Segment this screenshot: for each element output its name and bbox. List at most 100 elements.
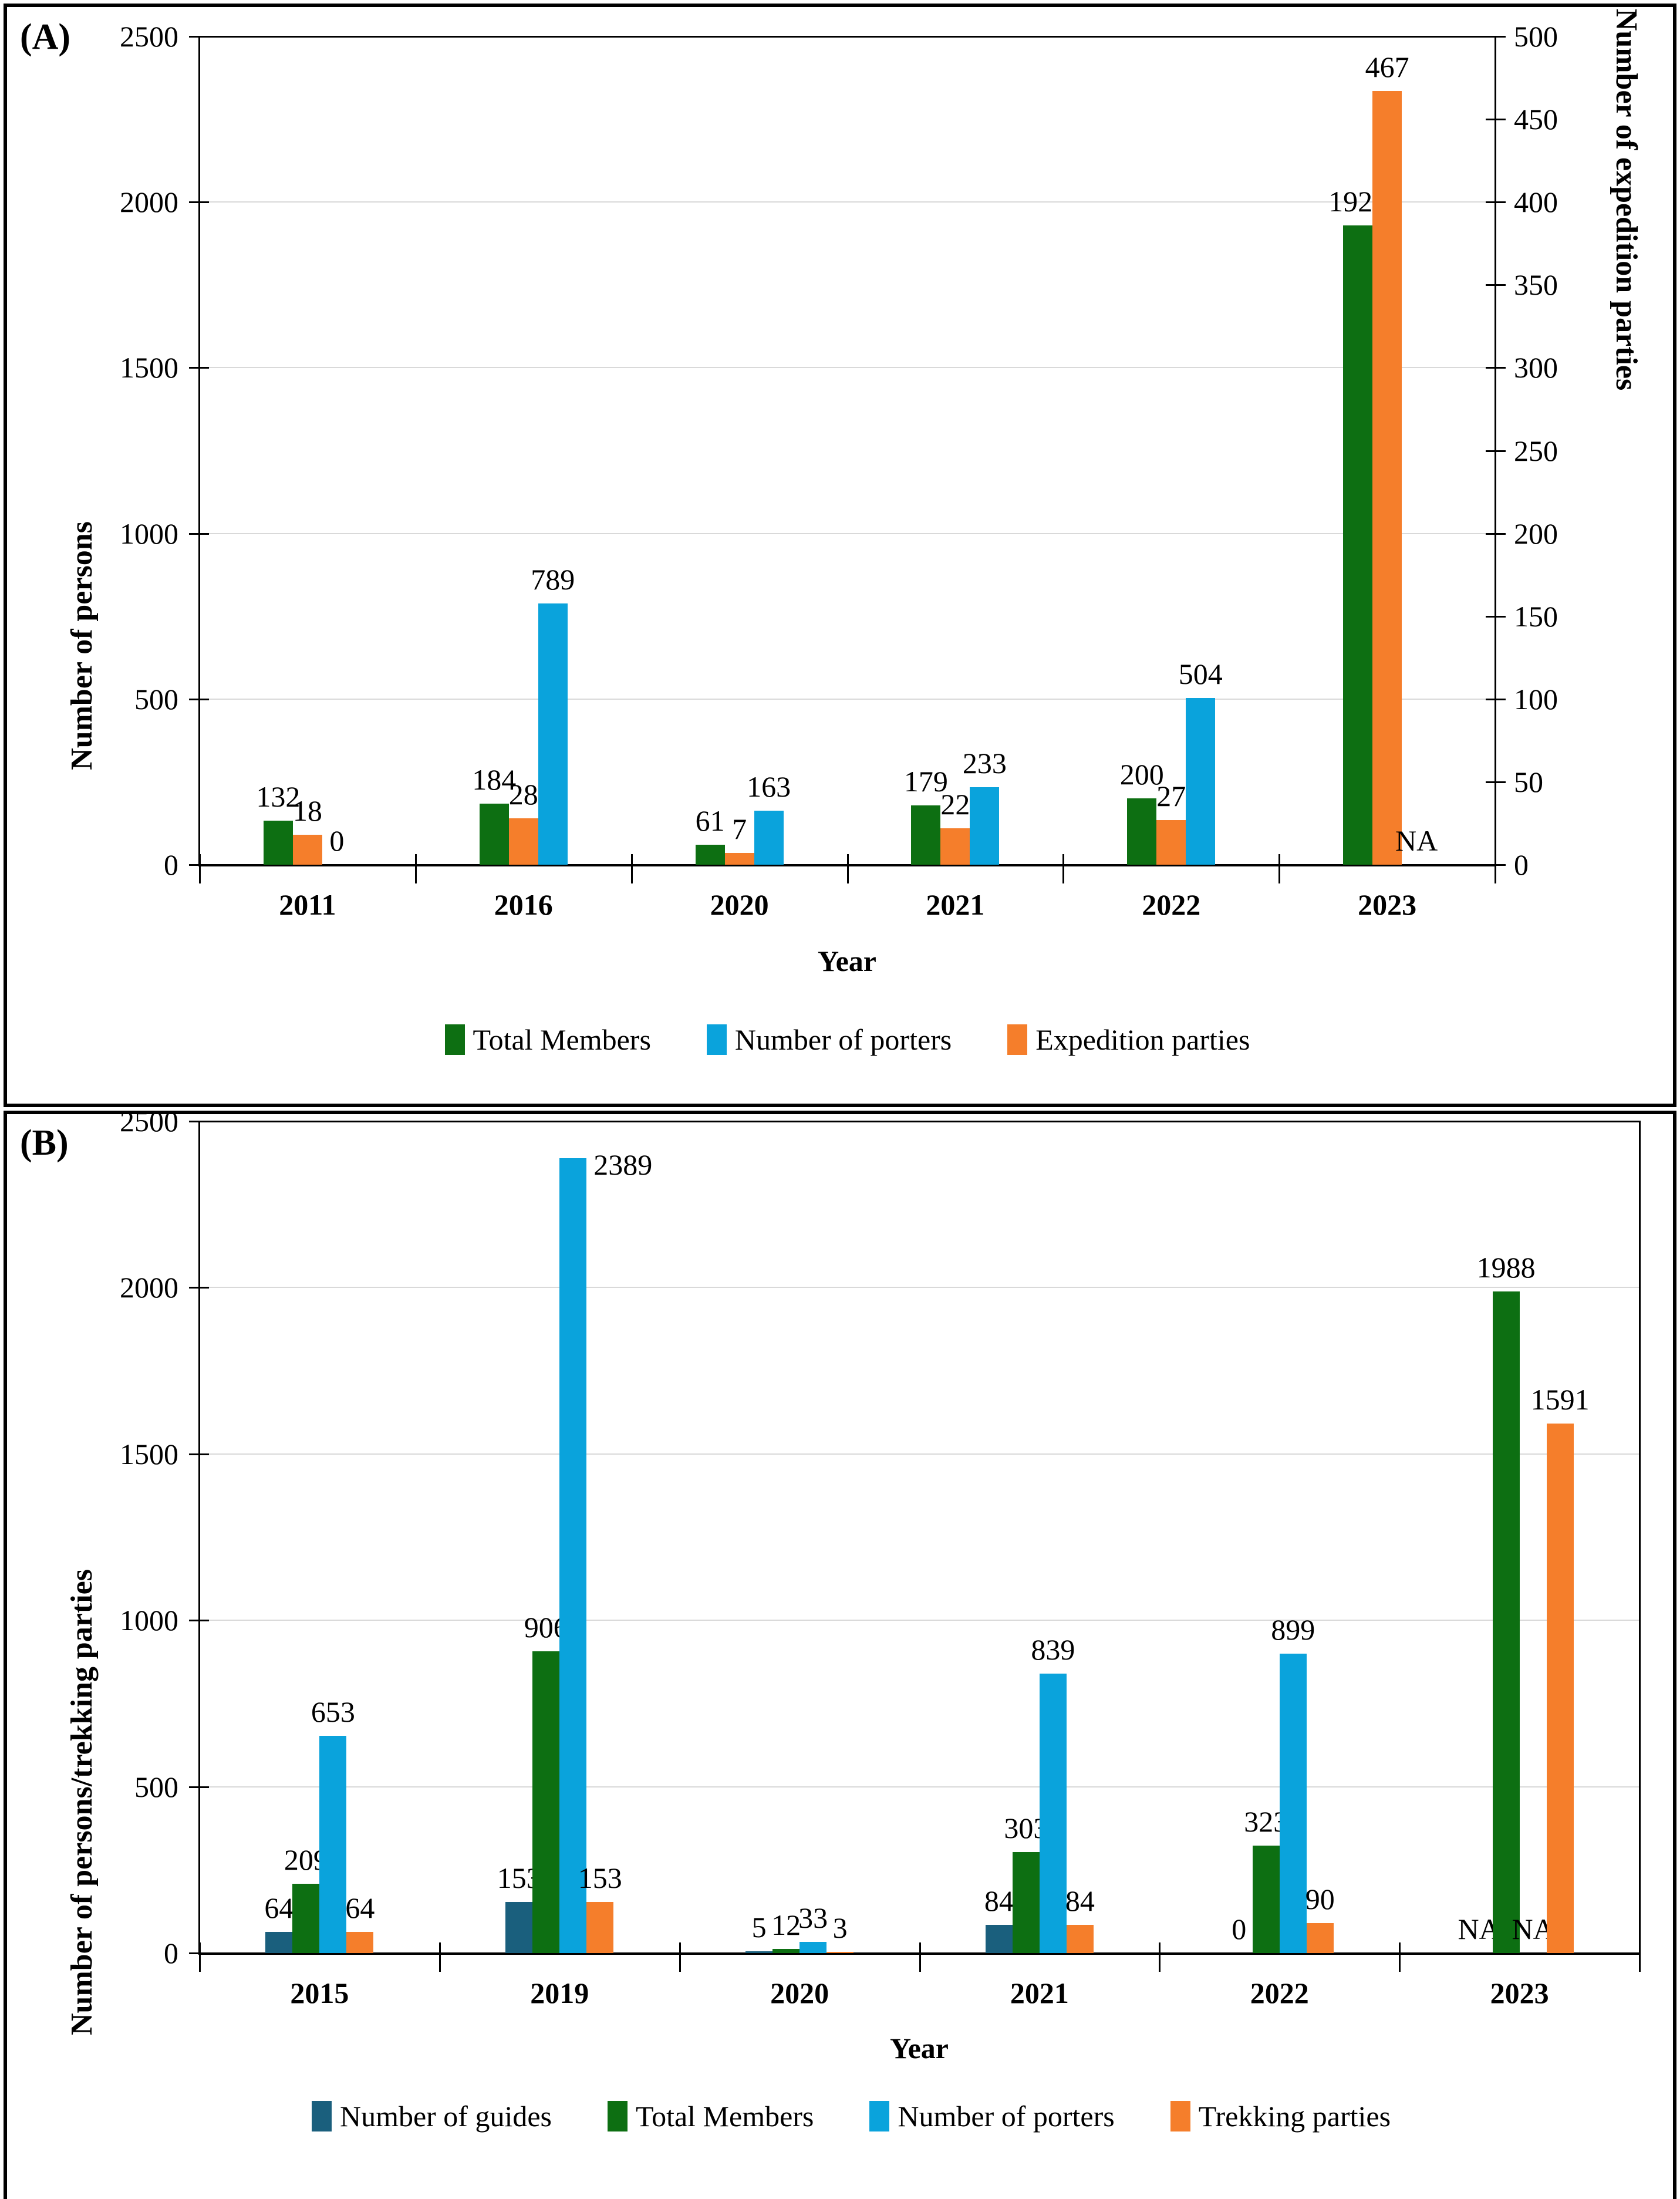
bar-label: 899 [1271, 1613, 1315, 1647]
bar-label: 179 [903, 764, 948, 798]
bar [1252, 1845, 1280, 1953]
y-right-tick-label: 100 [1514, 682, 1558, 716]
y-right-tick-label: 150 [1514, 599, 1558, 633]
legend-swatch [706, 1024, 727, 1055]
bar [559, 1158, 587, 1953]
y-tick-label: 2000 [120, 186, 178, 219]
y-right-tick-label: 250 [1514, 434, 1558, 467]
y-right-tick-mark [1486, 367, 1506, 369]
y-right-tick-label: 200 [1514, 517, 1558, 550]
legend-label: Expedition parties [1035, 1023, 1250, 1056]
x-category-label: 2021 [1010, 1977, 1069, 2009]
bar-label: 84 [984, 1884, 1014, 1918]
y-tick-mark [189, 201, 209, 204]
bar-label: 90 [1305, 1882, 1335, 1915]
y-tick-label: 1000 [120, 1604, 178, 1637]
y-axis-spine [198, 36, 200, 866]
y-tick-mark [189, 367, 209, 369]
gridline [200, 1453, 1639, 1455]
bar-label: 504 [1178, 657, 1223, 690]
y-tick-label: 0 [164, 1937, 178, 1969]
bar [826, 1952, 854, 1953]
legend-item: Total Members [444, 1023, 651, 1057]
y-right-tick-mark [1486, 284, 1506, 286]
y-right-tick-mark [1486, 119, 1506, 121]
panel-a-y-left-title: Number of persons [65, 521, 99, 770]
bar [754, 811, 784, 865]
legend-label: Number of guides [339, 2100, 552, 2133]
x-tick-mark [846, 854, 849, 883]
legend-label: Total Members [473, 1023, 651, 1056]
bar [1066, 1925, 1094, 1953]
y-right-tick-mark [1486, 698, 1506, 700]
legend-swatch [444, 1024, 465, 1055]
legend-label: Number of porters [898, 2100, 1115, 2133]
x-tick-mark [1495, 854, 1496, 883]
y-axis-spine [198, 1121, 200, 1955]
bar-label: 163 [747, 770, 791, 803]
legend-item: Number of porters [869, 2099, 1115, 2133]
bar [1039, 1674, 1067, 1953]
y-right-tick-label: 0 [1514, 848, 1529, 881]
plot-top-border [198, 36, 1496, 38]
bar-label: 7 [732, 812, 747, 846]
y-right-tick-label: 300 [1514, 351, 1558, 385]
bar [911, 805, 941, 865]
y-tick-label: 2500 [120, 1105, 178, 1138]
x-category-label: 2019 [530, 1977, 589, 2009]
y-right-tick-label: 50 [1514, 765, 1543, 798]
bar [479, 804, 509, 865]
bar-label: 1988 [1476, 1251, 1536, 1284]
bar-label: 22 [940, 787, 970, 821]
panel-a-frame [4, 4, 1676, 1107]
y-tick-label: 2500 [120, 20, 178, 53]
panel-b-label: (B) [20, 1123, 69, 1163]
bar-label: 839 [1031, 1633, 1075, 1667]
legend-label: Trekking parties [1198, 2100, 1391, 2133]
bar-label: NA [1395, 824, 1438, 857]
y-right-tick-mark [1486, 36, 1506, 38]
bar-label: 64 [345, 1891, 375, 1924]
bar [1127, 798, 1157, 865]
y-right-tick-mark [1486, 781, 1506, 783]
bar-label: 33 [798, 1901, 828, 1935]
bar [1012, 1852, 1040, 1953]
y-tick-label: 500 [134, 1770, 178, 1803]
y-tick-mark [189, 698, 209, 700]
x-category-label: 2020 [710, 888, 769, 921]
x-tick-mark [679, 1942, 681, 1972]
y-right-tick-mark [1486, 532, 1506, 535]
x-tick-mark [919, 1942, 921, 1972]
bar [292, 835, 322, 865]
y-right-tick-mark [1486, 615, 1506, 618]
bar-label: 28 [508, 777, 538, 811]
bar [586, 1902, 614, 1953]
bar-label: 3 [832, 1911, 848, 1945]
legend-label: Number of porters [734, 1023, 952, 1056]
y-tick-label: 1500 [120, 351, 178, 385]
x-tick-mark [1159, 1942, 1161, 1972]
bar [346, 1931, 374, 1953]
bar-label: 233 [962, 747, 1007, 780]
panel-a-x-title: Year [818, 945, 876, 977]
gridline [200, 367, 1495, 369]
bar [940, 828, 970, 865]
y-tick-mark [189, 1287, 209, 1289]
legend-item: Expedition parties [1007, 1023, 1250, 1057]
y-tick-mark [189, 1786, 209, 1788]
x-category-label: 2020 [770, 1977, 829, 2009]
gridline [200, 1287, 1639, 1289]
bar-label: 61 [695, 804, 725, 837]
gridline [200, 1786, 1639, 1787]
bar-label: 12 [771, 1908, 801, 1942]
bar [1306, 1923, 1334, 1953]
y-tick-label: 1500 [120, 1437, 178, 1471]
bar [724, 853, 754, 865]
bar-label: 200 [1119, 758, 1164, 791]
bar-label: 467 [1365, 50, 1409, 84]
y-right-tick-label: 450 [1514, 103, 1558, 136]
bar [799, 1942, 827, 1953]
legend-item: Trekking parties [1170, 2099, 1391, 2133]
bar [505, 1902, 533, 1953]
bar-label: 84 [1065, 1884, 1095, 1918]
